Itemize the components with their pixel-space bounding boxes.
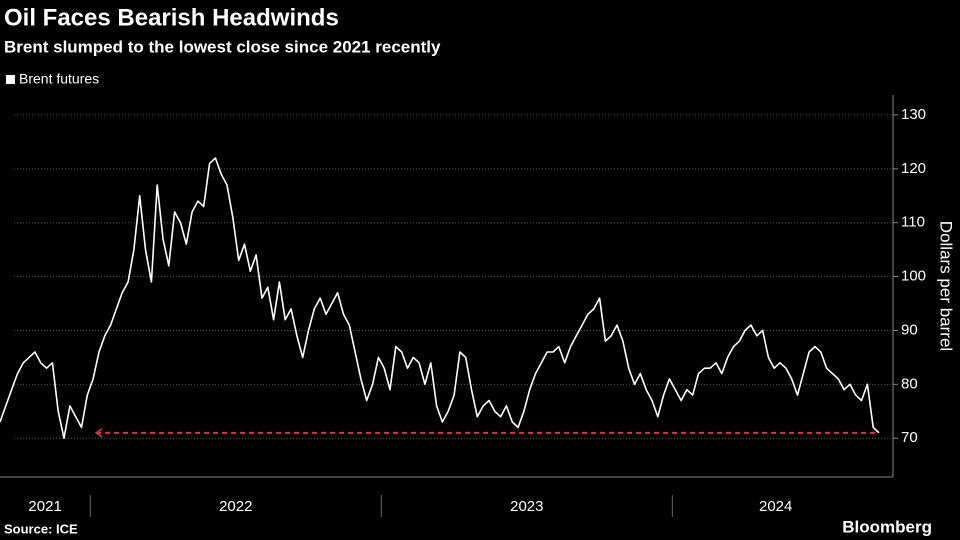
x-tick-label: 2022: [219, 498, 252, 515]
series-line: [0, 157, 880, 439]
chart-title: Oil Faces Bearish Headwinds: [4, 4, 339, 31]
y-tick-label: 130: [901, 106, 926, 123]
x-tick-label: 2024: [759, 498, 792, 515]
y-tick-label: 110: [901, 214, 925, 231]
branding: Bloomberg: [842, 517, 932, 536]
y-tick-label: 70: [901, 429, 918, 446]
y-tick-label: 100: [901, 268, 926, 285]
reference-arrow: [94, 428, 103, 438]
y-tick-label: 120: [901, 160, 926, 177]
legend-label: Brent futures: [19, 71, 99, 87]
legend-swatch: [6, 75, 15, 84]
source: Source: ICE: [4, 521, 78, 536]
chart-subtitle: Brent slumped to the lowest close since …: [4, 37, 441, 56]
y-tick-label: 90: [901, 321, 918, 338]
x-tick-label: 2023: [510, 498, 543, 515]
y-axis-title: Dollars per barrel: [937, 221, 956, 351]
x-tick-label: 2021: [28, 498, 61, 515]
y-tick-label: 80: [901, 375, 918, 392]
